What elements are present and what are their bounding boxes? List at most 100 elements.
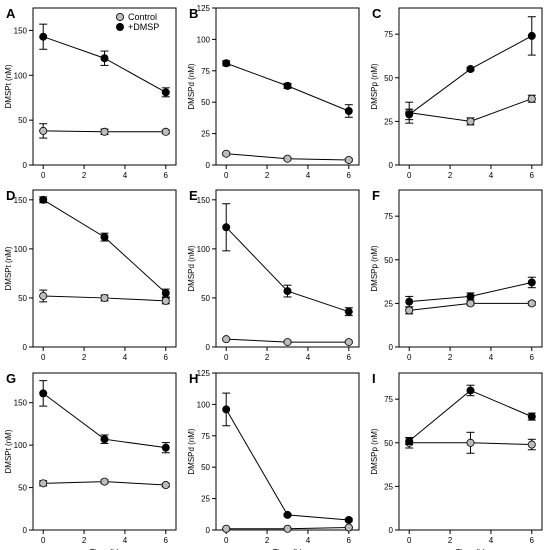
y-tick-label: 50: [201, 463, 210, 472]
y-tick-label: 100: [14, 441, 28, 450]
y-tick-label: 25: [201, 495, 210, 504]
data-point-control: [466, 299, 475, 308]
data-point-control: [283, 154, 292, 163]
plot-frame: [398, 7, 543, 166]
x-tick-label: 0: [41, 171, 46, 180]
panel-f: F 0 25 50 75 0 2 4 6 DMSPp (nM): [370, 188, 543, 362]
panel-letter: H: [189, 371, 198, 386]
data-point-dmsp: [222, 405, 231, 414]
data-point-control: [222, 149, 231, 158]
data-point-control: [39, 126, 48, 135]
x-tick-label: 2: [265, 353, 270, 362]
data-point-control: [344, 338, 353, 347]
x-tick-label: 4: [489, 353, 494, 362]
plot-frame: [215, 372, 360, 531]
panel-h: H 0 25 50 75 100 125 0 2 4 6 DMSPd (nM) Time (h): [187, 369, 360, 550]
y-axis-label: DMSPd (nM): [187, 245, 196, 292]
x-tick-label: 0: [224, 171, 229, 180]
plot-frame: [398, 372, 543, 531]
x-tick-label: 2: [265, 171, 270, 180]
data-point-dmsp: [527, 278, 536, 287]
data-point-dmsp: [527, 31, 536, 40]
y-tick-label: 125: [197, 4, 211, 13]
x-axis-label: Time (h): [456, 548, 486, 550]
data-point-dmsp: [100, 435, 109, 444]
plot-frame: [32, 189, 177, 348]
data-point-control: [161, 127, 170, 136]
x-tick-label: 2: [448, 536, 453, 545]
data-point-dmsp: [466, 292, 475, 301]
panel-e: E 0 50 100 150 0 2 4 6 DMSPd (nM): [187, 188, 360, 362]
data-point-dmsp: [283, 287, 292, 296]
panel-letter: F: [372, 188, 380, 203]
plot-frame: [215, 7, 360, 166]
data-point-control: [222, 524, 231, 533]
data-point-control: [466, 117, 475, 126]
x-tick-label: 6: [347, 353, 352, 362]
x-tick-label: 2: [448, 171, 453, 180]
y-axis-label: DMSPp (nM): [370, 63, 379, 110]
y-tick-label: 25: [201, 130, 210, 139]
x-tick-label: 0: [41, 353, 46, 362]
x-tick-label: 4: [306, 536, 311, 545]
y-tick-label: 150: [14, 26, 28, 35]
data-point-dmsp: [100, 54, 109, 63]
x-tick-label: 2: [448, 353, 453, 362]
data-point-dmsp: [39, 195, 48, 204]
panel-letter: G: [6, 371, 16, 386]
x-tick-label: 0: [407, 353, 412, 362]
y-tick-label: 50: [201, 98, 210, 107]
y-tick-label: 100: [14, 71, 28, 80]
plot-frame: [32, 7, 177, 166]
y-tick-label: 150: [14, 196, 28, 205]
panel-letter: A: [6, 6, 16, 21]
y-tick-label: 125: [197, 369, 211, 378]
data-point-dmsp: [39, 389, 48, 398]
data-point-control: [161, 481, 170, 490]
data-point-control: [100, 293, 109, 302]
x-tick-label: 2: [82, 353, 87, 362]
x-tick-label: 6: [347, 171, 352, 180]
data-point-control: [39, 479, 48, 488]
data-point-control: [100, 477, 109, 486]
data-point-control: [466, 438, 475, 447]
legend: Control+DMSP: [116, 12, 159, 32]
panel-letter: E: [189, 188, 198, 203]
x-tick-label: 2: [265, 536, 270, 545]
series-line-dmsp: [42, 199, 167, 294]
data-point-control: [527, 94, 536, 103]
data-point-dmsp: [344, 515, 353, 524]
x-tick-label: 6: [164, 536, 169, 545]
y-tick-label: 0: [389, 161, 394, 170]
y-tick-label: 0: [389, 526, 394, 535]
data-point-control: [161, 296, 170, 305]
x-tick-label: 6: [347, 536, 352, 545]
series-line-dmsp: [225, 226, 349, 313]
x-axis-label: Time (h): [273, 548, 303, 550]
x-tick-label: 0: [41, 536, 46, 545]
y-tick-label: 50: [384, 74, 393, 83]
plot-frame: [32, 372, 177, 531]
data-point-dmsp: [161, 289, 170, 298]
x-tick-label: 0: [224, 536, 229, 545]
panel-a: A 0 50 100 150 0 2 4 6 DMSPt (nM) Control+DMSP: [4, 6, 177, 180]
y-axis-label: DMSPd (nM): [187, 428, 196, 475]
panel-d: D 0 50 100 150 0 2 4 6 DMSPt (nM): [4, 188, 177, 362]
data-point-dmsp: [161, 88, 170, 97]
data-point-control: [283, 338, 292, 347]
x-tick-label: 4: [123, 536, 128, 545]
legend-label: Control: [128, 12, 157, 22]
legend-marker-control: [116, 12, 125, 21]
y-tick-label: 75: [201, 67, 210, 76]
data-point-control: [283, 524, 292, 533]
y-axis-label: DMSPt (nM): [4, 64, 13, 108]
y-tick-label: 0: [23, 343, 28, 352]
y-tick-label: 50: [18, 484, 27, 493]
y-tick-label: 75: [384, 395, 393, 404]
panel-letter: B: [189, 6, 198, 21]
x-tick-label: 4: [123, 171, 128, 180]
series-line-dmsp: [408, 35, 533, 115]
data-point-dmsp: [344, 307, 353, 316]
y-tick-label: 25: [384, 117, 393, 126]
